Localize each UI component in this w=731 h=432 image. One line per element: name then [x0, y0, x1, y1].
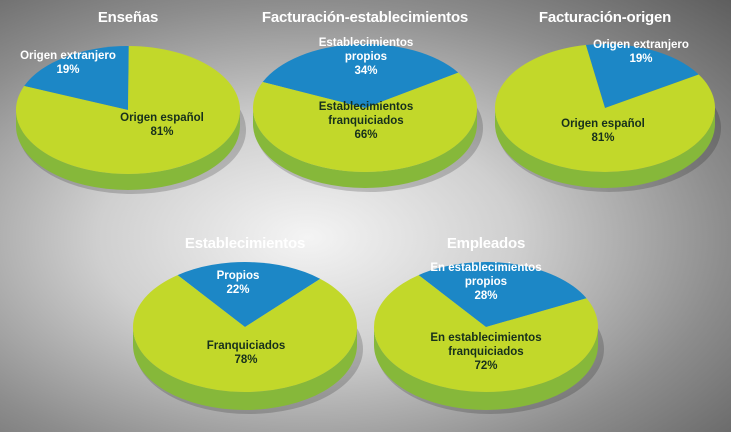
pie-slice-green — [494, 44, 715, 172]
slice-label: Franquiciados 78% — [207, 340, 286, 366]
pie-slice-blue — [24, 46, 129, 110]
pie-slice-green — [133, 275, 358, 392]
slice-label: Establecimientos franquiciados 66% — [319, 101, 414, 141]
slice-label: Establecimientos propios 34% — [319, 37, 414, 77]
chart-title: Establecimientos — [185, 235, 305, 252]
pie-side — [374, 327, 598, 410]
chart-title: Facturación-establecimientos — [262, 9, 468, 26]
pie-chart-establecimientos: Establecimientos Propios 22% Franquiciados 7… — [133, 235, 363, 414]
pie-side — [253, 108, 477, 188]
chart-title: Empleados — [447, 235, 525, 252]
chart-title: Enseñas — [98, 9, 158, 26]
pie-chart-ensenas: Enseñas Origen extranjero 19% Origen españo… — [15, 9, 246, 194]
slice-label: En establecimientos franquiciados 72% — [430, 332, 541, 372]
slice-label: Origen extranjero 19% — [593, 39, 689, 65]
pie-side — [16, 110, 240, 190]
chart-title: Facturación-origen — [539, 9, 671, 26]
pie-slice-blue — [177, 261, 321, 327]
pie-slice-green — [252, 72, 477, 172]
pie-slice-blue — [418, 262, 587, 327]
slice-label: Propios 22% — [217, 270, 260, 296]
pie-side — [133, 327, 357, 410]
slice-label: Origen extranjero 19% — [20, 50, 116, 76]
pie-side — [495, 108, 715, 188]
pie-slice-green — [373, 275, 599, 392]
pie-slice-green — [15, 46, 241, 175]
pie-slice-blue — [262, 44, 459, 108]
pie-chart-facturacion-establecimientos: Facturación-establecimientos Establecimie… — [252, 9, 483, 192]
slice-label: Origen español 81% — [561, 118, 645, 144]
pie-chart-empleados: Empleados En establecimientos propios 28% En… — [373, 235, 604, 414]
slice-label: En establecimientos propios 28% — [430, 262, 541, 302]
slice-label: Origen español 81% — [120, 112, 204, 138]
pie-chart-facturacion-origen: Facturación-origen Origen extranjero 19% Or… — [494, 9, 721, 192]
pie-slice-blue — [585, 44, 699, 108]
